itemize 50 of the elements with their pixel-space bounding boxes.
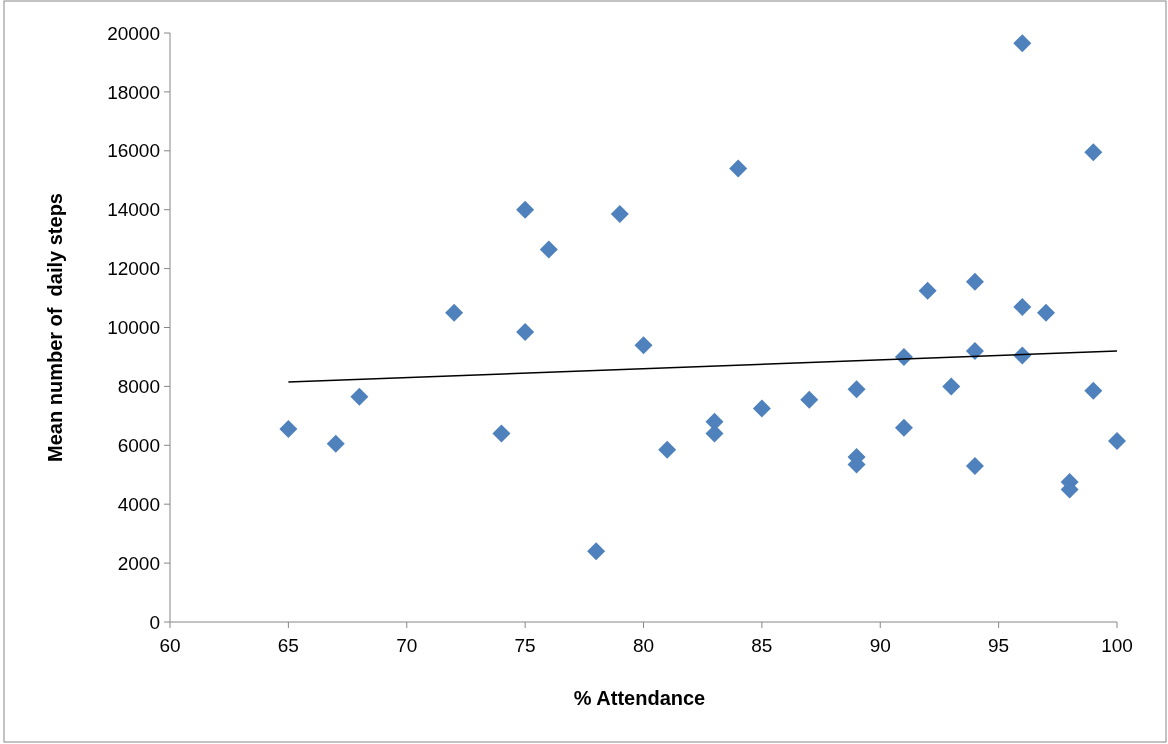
point [847, 380, 866, 399]
point [516, 200, 535, 219]
x-tick-label: 75 [514, 635, 536, 656]
point [634, 336, 653, 355]
point [965, 342, 984, 361]
x-axis-title: % Attendance [573, 687, 706, 709]
point [516, 322, 535, 341]
point [942, 377, 961, 396]
y-tick-label: 12000 [107, 258, 160, 280]
x-tick-label: 95 [988, 635, 1010, 656]
point [1108, 431, 1126, 450]
y-tick-label: 16000 [107, 140, 160, 162]
point [1013, 297, 1032, 316]
y-tick-label: 2000 [117, 552, 160, 574]
point [445, 303, 464, 322]
point [350, 387, 369, 406]
point [610, 205, 629, 224]
point [965, 272, 984, 291]
y-tick-label: 6000 [117, 434, 160, 456]
y-tick-label: 20000 [107, 22, 160, 44]
y-tick-label: 0 [149, 611, 160, 633]
point [1013, 34, 1032, 53]
x-tick-label: 100 [1101, 635, 1133, 656]
x-tick-label: 65 [277, 635, 299, 656]
point [1036, 303, 1055, 322]
y-tick-label: 4000 [117, 493, 160, 515]
y-tick-label: 10000 [107, 317, 160, 339]
point [492, 424, 511, 443]
point [326, 434, 345, 453]
point [1084, 143, 1103, 162]
x-tick-label: 90 [869, 635, 891, 656]
point [729, 159, 748, 178]
point [539, 240, 558, 259]
y-tick-label: 8000 [117, 376, 160, 398]
point [965, 456, 984, 475]
point [279, 420, 298, 439]
point [658, 440, 677, 459]
x-tick-label: 70 [396, 635, 418, 656]
point [918, 281, 937, 300]
y-tick-label: 14000 [107, 199, 160, 221]
y-tick-label: 18000 [107, 81, 160, 103]
point [800, 390, 819, 409]
point [894, 418, 913, 437]
x-tick-label: 80 [632, 635, 655, 656]
x-tick-label: 60 [159, 635, 181, 656]
point [752, 399, 771, 418]
point [587, 542, 606, 561]
x-tick-label: 85 [751, 635, 773, 656]
point [1084, 381, 1103, 400]
y-axis-title: Mean number of daily steps [44, 193, 66, 462]
